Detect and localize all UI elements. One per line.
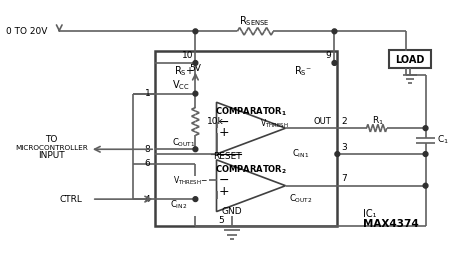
Text: 9: 9	[326, 51, 332, 60]
Circle shape	[193, 147, 198, 152]
Text: GND: GND	[221, 207, 242, 216]
Text: 6: 6	[144, 159, 150, 168]
Bar	[389, 50, 431, 68]
Text: C$_\mathregular{IN2}$: C$_\mathregular{IN2}$	[170, 199, 187, 211]
Text: C$_\mathregular{OUT1}$: C$_\mathregular{OUT1}$	[172, 136, 196, 149]
Circle shape	[193, 197, 198, 201]
Text: CTRL: CTRL	[59, 195, 82, 204]
Text: 0 TO 20V: 0 TO 20V	[6, 27, 48, 36]
Text: COMPARATOR$_\mathregular{2}$: COMPARATOR$_\mathregular{2}$	[215, 163, 287, 176]
Text: 2: 2	[341, 117, 347, 126]
Circle shape	[193, 91, 198, 96]
Text: 5V: 5V	[189, 64, 201, 73]
Text: R$_\mathregular{S}$+: R$_\mathregular{S}$+	[174, 65, 194, 78]
Text: MICROCONTROLLER: MICROCONTROLLER	[15, 145, 88, 151]
Circle shape	[423, 183, 428, 188]
Text: R$_\mathregular{SENSE}$: R$_\mathregular{SENSE}$	[239, 14, 270, 28]
Circle shape	[335, 152, 340, 157]
Text: 1: 1	[144, 89, 150, 98]
Text: 4: 4	[145, 195, 150, 204]
Text: C$_\mathregular{IN1}$: C$_\mathregular{IN1}$	[292, 148, 310, 160]
Text: V$_\mathregular{THRESH}$−: V$_\mathregular{THRESH}$−	[173, 175, 208, 187]
Circle shape	[423, 152, 428, 157]
Circle shape	[193, 60, 198, 65]
Text: R$_\mathregular{S}$⁻: R$_\mathregular{S}$⁻	[294, 65, 312, 78]
Text: 8: 8	[144, 145, 150, 154]
Circle shape	[332, 29, 337, 34]
Text: +: +	[219, 126, 230, 139]
Text: TO: TO	[45, 135, 58, 144]
Text: OUT: OUT	[313, 117, 331, 126]
Circle shape	[423, 126, 428, 131]
Text: 5: 5	[218, 216, 224, 225]
Text: IC₁: IC₁	[363, 209, 377, 219]
Text: C$_\mathregular{OUT2}$: C$_\mathregular{OUT2}$	[289, 193, 313, 205]
Text: INPUT: INPUT	[38, 152, 65, 161]
Circle shape	[193, 29, 198, 34]
Circle shape	[332, 60, 337, 65]
Text: R$_\mathregular{1}$: R$_\mathregular{1}$	[372, 114, 383, 127]
Text: C$_\mathregular{1}$: C$_\mathregular{1}$	[437, 133, 449, 146]
Text: COMPARATOR$_\mathregular{1}$: COMPARATOR$_\mathregular{1}$	[215, 106, 287, 118]
Text: LOAD: LOAD	[396, 55, 425, 65]
Text: +: +	[219, 185, 230, 198]
Text: 3: 3	[341, 143, 347, 152]
Text: V$_\mathregular{THRESH}$: V$_\mathregular{THRESH}$	[260, 117, 288, 130]
Text: 10k: 10k	[207, 117, 224, 126]
Text: MAX4374: MAX4374	[363, 219, 419, 229]
Text: −: −	[219, 116, 230, 129]
Bar	[155, 51, 338, 226]
Text: −: −	[219, 173, 230, 186]
Text: RESET: RESET	[213, 152, 241, 161]
Text: 10: 10	[182, 51, 194, 60]
Text: 7: 7	[341, 175, 347, 183]
Text: V$_\mathregular{CC}$: V$_\mathregular{CC}$	[172, 78, 190, 92]
